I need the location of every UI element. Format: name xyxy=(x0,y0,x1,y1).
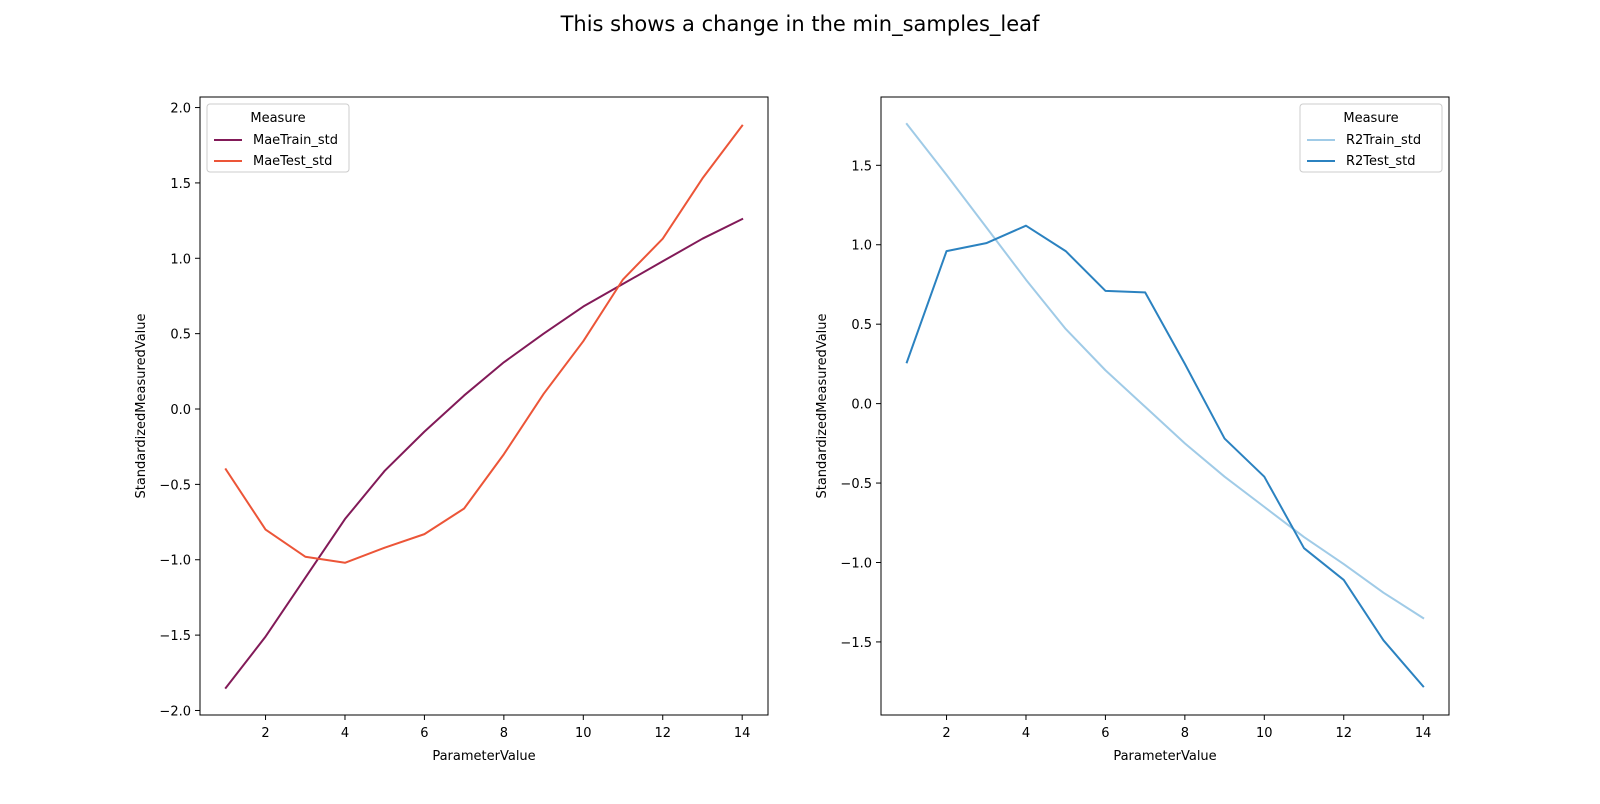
x-tick-label: 2 xyxy=(261,726,269,741)
x-tick-label: 4 xyxy=(1022,726,1030,741)
y-axis-label: StandardizedMeasuredValue xyxy=(134,313,149,498)
y-tick-label: 1.5 xyxy=(170,177,191,192)
legend: Measure MaeTrain_std MaeTest_std xyxy=(206,103,350,173)
subplot-2: 2 4 6 8 10 12 14 −1.5 −1.0 −0.5 0.0 0.5 1.0 1.5 Parame… xyxy=(815,96,1450,764)
series-line-MaeTest_std xyxy=(224,124,744,564)
x-tick-label: 10 xyxy=(575,726,592,741)
x-axis-label: ParameterValue xyxy=(1113,749,1216,764)
x-tick-label: 4 xyxy=(341,726,349,741)
legend-box xyxy=(1299,103,1443,173)
legend-title: Measure xyxy=(1343,111,1398,126)
x-tick-label: 12 xyxy=(654,726,671,741)
y-tick-label: 1.0 xyxy=(170,252,191,267)
x-tick-label: 8 xyxy=(1181,726,1189,741)
y-tick-label: 0.5 xyxy=(170,328,191,343)
x-tick-label: 12 xyxy=(1335,726,1352,741)
legend-entry-R2Train_std: R2Train_std xyxy=(1346,133,1421,148)
x-tick-label: 2 xyxy=(942,726,950,741)
x-tick-label: 8 xyxy=(500,726,508,741)
y-tick-label: −0.5 xyxy=(840,477,872,492)
y-tick-label: −1.0 xyxy=(159,554,191,569)
legend-entry-MaeTest_std: MaeTest_std xyxy=(253,154,332,169)
y-tick-label: 2.0 xyxy=(170,102,191,117)
y-tick-label: −1.5 xyxy=(840,636,872,651)
axes-frame xyxy=(199,96,769,716)
series-line-MaeTrain_std xyxy=(224,217,744,690)
series-line-R2Test_std xyxy=(905,224,1425,688)
y-tick-label: −1.0 xyxy=(840,556,872,571)
y-tick-label: 0.5 xyxy=(851,318,872,333)
y-tick-label: −1.5 xyxy=(159,629,191,644)
y-axis-label: StandardizedMeasuredValue xyxy=(815,313,830,498)
y-tick-label: −0.5 xyxy=(159,478,191,493)
y-tick-label: −2.0 xyxy=(159,704,191,719)
y-tick-label: 0.0 xyxy=(170,403,191,418)
series-line-R2Train_std xyxy=(905,122,1425,620)
x-tick-label: 14 xyxy=(734,726,751,741)
legend-title: Measure xyxy=(250,111,305,126)
y-tick-label: 1.0 xyxy=(851,239,872,254)
legend-box xyxy=(206,103,350,173)
x-tick-label: 10 xyxy=(1256,726,1273,741)
axes-frame xyxy=(880,96,1450,716)
y-tick-label: 1.5 xyxy=(851,159,872,174)
x-tick-label: 6 xyxy=(1101,726,1109,741)
legend-entry-MaeTrain_std: MaeTrain_std xyxy=(253,133,338,148)
subplot-1: 2 4 6 8 10 12 14 −2.0 −1.5 −1.0 −0.5 0.0 0.5 1.0 1.5 2.… xyxy=(134,96,769,764)
legend: Measure R2Train_std R2Test_std xyxy=(1299,103,1443,173)
legend-entry-R2Test_std: R2Test_std xyxy=(1346,154,1416,169)
x-tick-label: 6 xyxy=(420,726,428,741)
y-tick-label: 0.0 xyxy=(851,398,872,413)
x-tick-label: 14 xyxy=(1415,726,1432,741)
x-axis-label: ParameterValue xyxy=(432,749,535,764)
figure-title: This shows a change in the min_samples_l… xyxy=(560,12,1040,37)
